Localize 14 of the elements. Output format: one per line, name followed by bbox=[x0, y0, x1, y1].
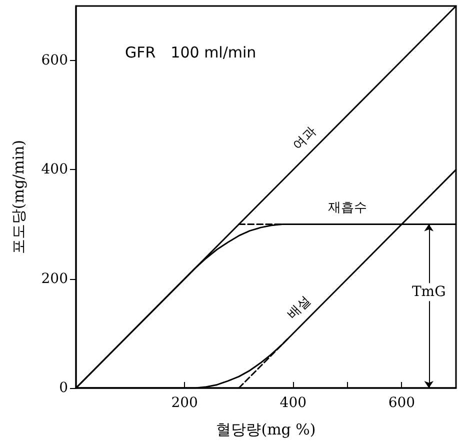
text: 배설 bbox=[284, 293, 314, 322]
x-tick-label: 200 bbox=[171, 395, 198, 411]
annotation: TmG bbox=[412, 284, 446, 300]
series-label: 재흡수 bbox=[328, 200, 367, 216]
y-axis-title: 포도당(mg/min) bbox=[10, 140, 28, 254]
annotation: GFR 100 ml/min bbox=[125, 44, 256, 62]
y-tick-label: 0 bbox=[59, 380, 68, 396]
y-tick-label: 200 bbox=[41, 270, 68, 287]
text: 여과 bbox=[290, 124, 320, 154]
x-axis-title: 혈당량(mg %) bbox=[216, 420, 316, 438]
x-tick-label: 400 bbox=[280, 395, 307, 411]
y-tick-label: 600 bbox=[41, 52, 68, 69]
x-tick-label: 600 bbox=[388, 395, 416, 411]
y-tick-label: 400 bbox=[41, 162, 68, 178]
